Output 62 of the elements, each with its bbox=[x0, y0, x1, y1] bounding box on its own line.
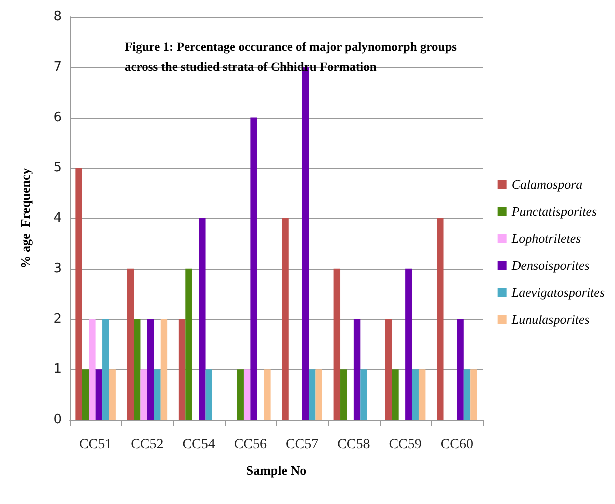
bar bbox=[406, 268, 412, 420]
y-tick-label: 1 bbox=[54, 362, 62, 378]
bar bbox=[134, 319, 141, 420]
bar bbox=[237, 370, 244, 420]
bar bbox=[76, 168, 82, 420]
x-tick-label: CC57 bbox=[286, 438, 319, 452]
bar bbox=[127, 268, 134, 420]
y-tick-label: 3 bbox=[54, 261, 62, 276]
bar bbox=[392, 370, 399, 420]
x-tick-label: CC54 bbox=[182, 438, 216, 452]
x-tick-label: CC58 bbox=[338, 438, 370, 452]
y-tick-label: 0 bbox=[54, 412, 62, 428]
bar bbox=[309, 370, 316, 420]
bar bbox=[340, 370, 348, 420]
bar bbox=[154, 370, 161, 420]
legend-label: Punctatisporites bbox=[510, 204, 598, 219]
bar bbox=[316, 370, 322, 420]
bar bbox=[250, 118, 258, 420]
bar bbox=[199, 218, 206, 420]
bar bbox=[418, 370, 426, 420]
bar bbox=[385, 319, 392, 420]
y-tick-label: 6 bbox=[54, 110, 62, 126]
bar bbox=[178, 319, 186, 420]
y-tick-label: 8 bbox=[54, 10, 62, 24]
x-tick-label: CC51 bbox=[79, 438, 112, 452]
bar bbox=[412, 370, 419, 420]
bar bbox=[354, 319, 361, 420]
legend-label: Lophotriletes bbox=[510, 231, 582, 246]
text: Figure 1: Percentage occurance of major palynomorph groups across the studied strata of Chhidru Formation bbox=[125, 40, 460, 74]
x-axis-title: Sample No bbox=[246, 463, 307, 478]
x-tick-label: CC56 bbox=[234, 438, 268, 452]
bar bbox=[360, 370, 368, 420]
bar bbox=[244, 370, 251, 420]
bar bbox=[147, 319, 154, 420]
bar bbox=[464, 370, 471, 420]
bar bbox=[186, 268, 192, 420]
y-tick-label: 2 bbox=[54, 312, 62, 327]
bar bbox=[264, 370, 271, 420]
legend-label: Laevigatosporites bbox=[510, 285, 606, 300]
bar bbox=[457, 319, 464, 420]
bar bbox=[282, 218, 289, 420]
bar bbox=[96, 370, 103, 420]
legend-label: Calamospora bbox=[512, 177, 584, 192]
bar bbox=[89, 319, 96, 420]
y-axis-title: % age Frequency bbox=[18, 168, 33, 269]
legend-label: Lunulasporites bbox=[510, 312, 590, 327]
legend-label: Densoisporites bbox=[510, 258, 590, 273]
bar bbox=[109, 370, 116, 420]
bar bbox=[140, 370, 148, 420]
bar bbox=[82, 370, 90, 420]
bar bbox=[160, 319, 168, 420]
bar bbox=[206, 370, 212, 420]
bar bbox=[102, 319, 110, 420]
y-tick-label: 5 bbox=[54, 160, 62, 176]
x-tick-label: CC60 bbox=[440, 438, 474, 452]
y-tick-label: 4 bbox=[54, 211, 62, 226]
bar bbox=[334, 268, 341, 420]
bar bbox=[437, 218, 444, 420]
bar bbox=[470, 370, 478, 420]
x-tick-label: CC59 bbox=[389, 438, 422, 452]
x-tick-label: CC52 bbox=[131, 438, 164, 452]
y-tick-label: 7 bbox=[54, 60, 62, 75]
